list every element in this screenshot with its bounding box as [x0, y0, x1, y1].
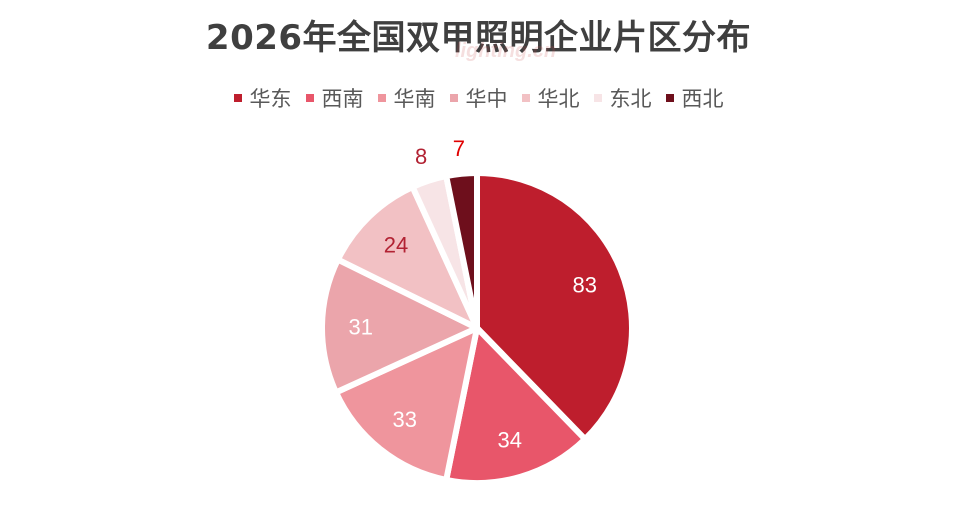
chart-title: 2026年全国双甲照明企业片区分布	[205, 18, 752, 58]
data-label: 31	[349, 314, 373, 339]
legend-swatch	[521, 94, 530, 102]
legend-swatch	[233, 94, 242, 102]
legend-swatch	[593, 94, 602, 102]
legend: 华东 西南 华南 华中 华北 东北 西北	[0, 83, 957, 113]
legend-item: 华东	[233, 83, 292, 113]
legend-swatch	[377, 94, 386, 102]
legend-label: 华北	[537, 87, 580, 111]
legend-item: 西南	[305, 83, 364, 113]
data-label: 34	[498, 428, 522, 453]
pie-slice-华中	[319, 256, 480, 396]
legend-swatch	[449, 94, 458, 102]
data-label: 8	[415, 144, 427, 169]
legend-swatch	[665, 94, 674, 102]
legend-item: 西北	[665, 83, 724, 113]
data-label: 24	[384, 233, 408, 258]
legend-label: 华南	[393, 87, 436, 111]
pie-slice-华东	[474, 170, 635, 443]
data-label: 7	[453, 136, 465, 161]
legend-label: 华东	[249, 87, 292, 111]
pie-slice-华北	[334, 184, 480, 331]
legend-label: 西北	[681, 87, 724, 111]
data-label: 83	[572, 272, 596, 297]
legend-item: 华中	[449, 83, 508, 113]
pie-slice-西北	[443, 170, 480, 331]
watermark-logo: lighting.cn	[455, 40, 557, 62]
pie-slice-华南	[333, 325, 480, 483]
data-label: 33	[392, 407, 416, 432]
legend-item: 东北	[593, 83, 652, 113]
legend-item: 华南	[377, 83, 436, 113]
legend-swatch	[305, 94, 314, 102]
legend-label: 西南	[321, 87, 364, 111]
legend-item: 华北	[521, 83, 580, 113]
legend-label: 东北	[609, 87, 652, 111]
pie-slice-西南	[443, 325, 589, 486]
legend-label: 华中	[465, 87, 508, 111]
